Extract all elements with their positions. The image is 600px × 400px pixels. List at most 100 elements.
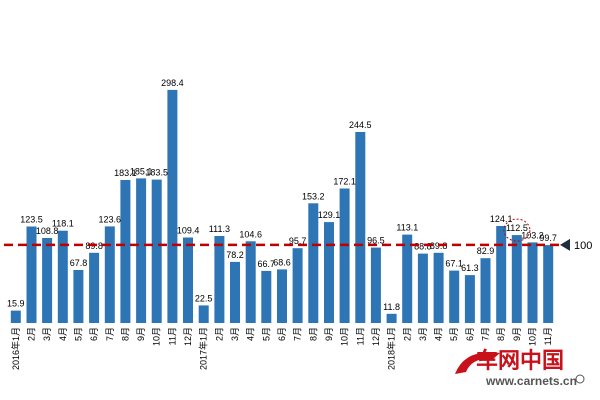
bar: [120, 180, 131, 323]
x-tick-label: 11月: [167, 327, 177, 345]
bar: [464, 275, 475, 323]
x-tick-label: 7月: [105, 327, 115, 341]
x-tick-label: 2016年1月: [10, 327, 21, 370]
x-tick-label: 8月: [308, 327, 318, 341]
bar-value-label: 129.1: [318, 210, 341, 220]
bar-value-label: 68.6: [273, 257, 291, 267]
x-tick-label: 4月: [58, 327, 68, 341]
x-tick-label: 10月: [340, 327, 350, 346]
reference-marker-icon: [560, 238, 570, 251]
x-tick-label: 6月: [465, 327, 475, 341]
bar: [480, 258, 491, 323]
bar: [151, 179, 162, 323]
bar-value-label: 67.1: [445, 259, 463, 269]
bar: [496, 226, 507, 323]
bar-value-label: 124.1: [490, 214, 513, 224]
x-tick-label: 3月: [418, 327, 428, 341]
bar: [355, 132, 366, 323]
bar: [10, 310, 21, 323]
x-tick-label: 6月: [277, 327, 287, 341]
bar: [527, 242, 538, 323]
x-tick-label: 10月: [152, 327, 162, 346]
bar-value-label: 153.2: [302, 191, 325, 201]
car-swoosh-icon: [455, 352, 500, 374]
bar-value-label: 172.1: [333, 177, 356, 187]
bar: [89, 252, 100, 323]
bar: [183, 237, 193, 323]
bar: [167, 89, 178, 324]
reference-line-label: 100: [574, 240, 592, 252]
bar: [433, 252, 444, 323]
x-tick-label: 11月: [355, 327, 365, 345]
bar-value-label: 183.5: [145, 168, 168, 178]
bar: [42, 238, 53, 323]
x-tick-label: 4月: [434, 327, 444, 341]
bar-value-label: 104.6: [239, 229, 262, 239]
bar-value-label: 67.8: [70, 258, 88, 268]
reference-line-layer: 100: [4, 218, 592, 252]
bar-value-label: 123.5: [20, 215, 43, 225]
x-tick-label: 7月: [293, 327, 303, 341]
x-tick-label: 8月: [120, 327, 130, 341]
x-tick-label: 6月: [89, 327, 99, 341]
bar: [543, 245, 554, 323]
bar: [386, 313, 397, 323]
bar-value-label: 118.1: [52, 219, 74, 229]
bar-value-label: 78.2: [226, 250, 244, 260]
x-tick-label: 2017年1月: [198, 327, 209, 370]
x-tick-label: 5月: [449, 327, 459, 341]
bar-value-label: 103.2: [521, 230, 544, 240]
x-tick-label: 4月: [246, 327, 256, 341]
bar-value-label: 111.3: [209, 224, 230, 234]
x-tick-label: 3月: [42, 327, 52, 341]
x-tick-label: 7月: [481, 327, 491, 341]
bar: [417, 253, 428, 323]
highlight-circle: [503, 218, 531, 242]
bar-value-label: 109.4: [177, 226, 200, 236]
bar-value-label: 113.1: [396, 223, 418, 233]
registered-mark-icon: [575, 374, 585, 384]
bar: [277, 269, 287, 323]
bar-value-label: 61.3: [461, 263, 479, 273]
bar: [449, 270, 460, 323]
bar-value-label: 123.6: [99, 214, 122, 224]
bar-value-label: 183.1: [114, 168, 137, 178]
bar: [245, 241, 256, 323]
bar: [104, 226, 115, 323]
bar-value-label: 108.8: [36, 226, 59, 236]
bar-value-label: 96.5: [367, 236, 385, 246]
bar-value-label: 95.7: [289, 236, 307, 246]
bar: [73, 270, 84, 323]
bar: [261, 270, 272, 323]
bars-layer: [10, 89, 554, 324]
x-tick-label: 11月: [543, 327, 553, 345]
x-tick-label: 12月: [371, 327, 381, 346]
x-tick-labels-layer: 2016年1月 2月 3月 4月 5月 6月 7月 8月 9月 10月 11月 12月 2017年1月 2…: [10, 327, 553, 370]
x-tick-label: 5月: [74, 327, 84, 341]
bar-value-label: 11.8: [383, 302, 400, 312]
bar: [57, 230, 68, 323]
watermark-brand: 车网中国: [476, 348, 564, 374]
bar: [402, 234, 413, 323]
x-tick-label: 10月: [528, 327, 538, 346]
bar-value-label: 185.1: [130, 166, 153, 176]
x-tick-label: 9月: [512, 327, 522, 341]
bar-value-label: 82.9: [477, 246, 495, 256]
x-tick-label: 2018年1月: [386, 327, 397, 370]
bar: [136, 178, 147, 323]
bar: [511, 235, 522, 323]
bar: [308, 203, 319, 323]
x-tick-label: 2月: [402, 327, 412, 341]
x-tick-label: 5月: [261, 327, 271, 341]
watermark-logo: 车网中国 www.carnets.cn: [455, 348, 585, 388]
bar-value-label: 112.5: [506, 223, 528, 233]
bar: [230, 261, 240, 323]
bar-value-label: 15.9: [7, 299, 25, 309]
bar: [292, 248, 303, 323]
x-tick-label: 9月: [136, 327, 146, 341]
bar-value-label: 298.4: [161, 78, 184, 88]
bar: [214, 236, 225, 323]
x-tick-label: 3月: [230, 327, 240, 341]
bar-value-label: 22.5: [195, 293, 213, 303]
